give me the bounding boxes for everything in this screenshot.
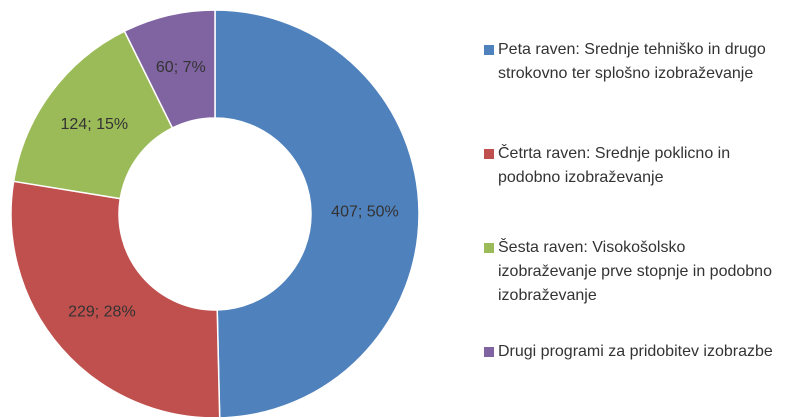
legend-swatch xyxy=(484,149,494,159)
legend-label: Šesta raven: Visokošolsko izobraževanje … xyxy=(498,239,772,304)
legend-item: Peta raven: Srednje tehniško in drugo st… xyxy=(484,38,784,86)
legend-label: Četrta raven: Srednje poklicno in podobn… xyxy=(498,145,731,186)
data-label: 407; 50% xyxy=(331,203,399,220)
legend-label: Drugi programi za pridobitev izobrazbe xyxy=(498,343,773,360)
data-label: 60; 7% xyxy=(156,59,206,76)
legend-item: Šesta raven: Visokošolsko izobraževanje … xyxy=(484,236,784,308)
slice xyxy=(12,30,174,200)
slice xyxy=(10,180,221,417)
slice xyxy=(214,9,420,417)
legend-swatch xyxy=(484,45,494,55)
data-label: 124; 15% xyxy=(61,116,129,133)
legend-label: Peta raven: Srednje tehniško in drugo st… xyxy=(498,41,766,82)
legend-item: Drugi programi za pridobitev izobrazbe xyxy=(484,340,784,364)
legend-item: Četrta raven: Srednje poklicno in podobn… xyxy=(484,142,784,190)
legend-swatch xyxy=(484,243,494,253)
data-label: 229; 28% xyxy=(68,304,136,321)
slice xyxy=(123,9,216,129)
legend-swatch xyxy=(484,347,494,357)
